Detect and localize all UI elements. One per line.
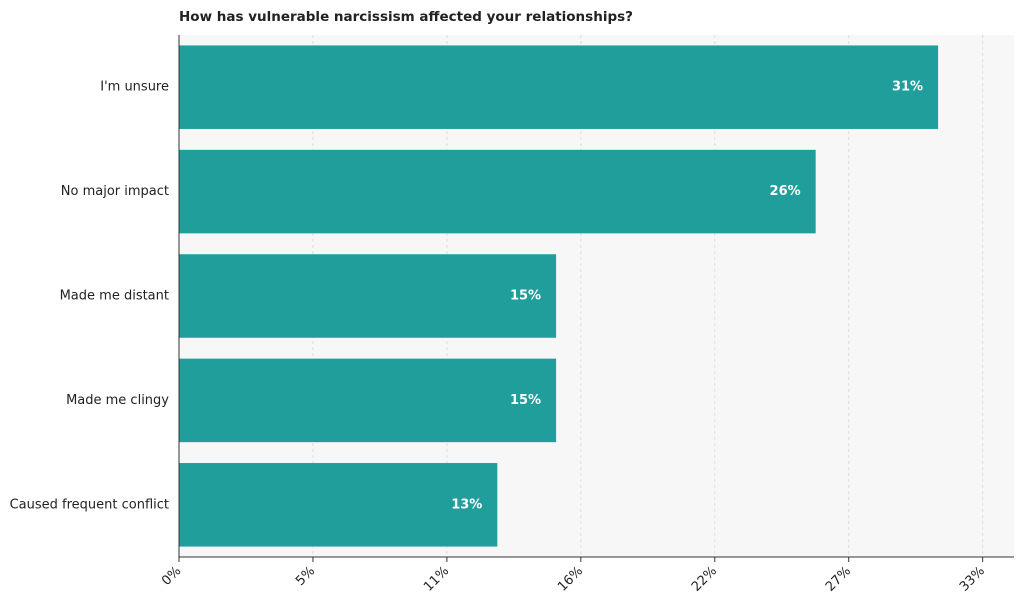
value-label: 31%	[892, 80, 923, 95]
y-tick-label: Made me distant	[60, 289, 169, 304]
x-tick-label: 22%	[689, 564, 720, 595]
x-tick-label: 33%	[957, 564, 988, 595]
value-label: 15%	[510, 289, 541, 304]
x-tick-label: 27%	[823, 564, 854, 595]
x-tick-label: 5%	[293, 564, 318, 589]
bar	[179, 463, 498, 547]
y-tick-label: No major impact	[61, 184, 169, 199]
x-tick-label: 16%	[555, 564, 586, 595]
value-label: 15%	[510, 393, 541, 408]
chart-title: How has vulnerable narcissism affected y…	[179, 9, 633, 25]
bar	[179, 45, 939, 129]
x-tick-label: 0%	[159, 564, 184, 589]
y-tick-label: I'm unsure	[100, 80, 169, 95]
y-tick-label: Made me clingy	[66, 393, 169, 408]
bar	[179, 149, 816, 234]
x-tick-label: 11%	[421, 564, 452, 595]
y-tick-label: Caused frequent conflict	[10, 497, 169, 512]
bar	[179, 254, 557, 338]
bar	[179, 358, 557, 443]
value-label: 13%	[451, 497, 482, 512]
value-label: 26%	[770, 184, 801, 199]
